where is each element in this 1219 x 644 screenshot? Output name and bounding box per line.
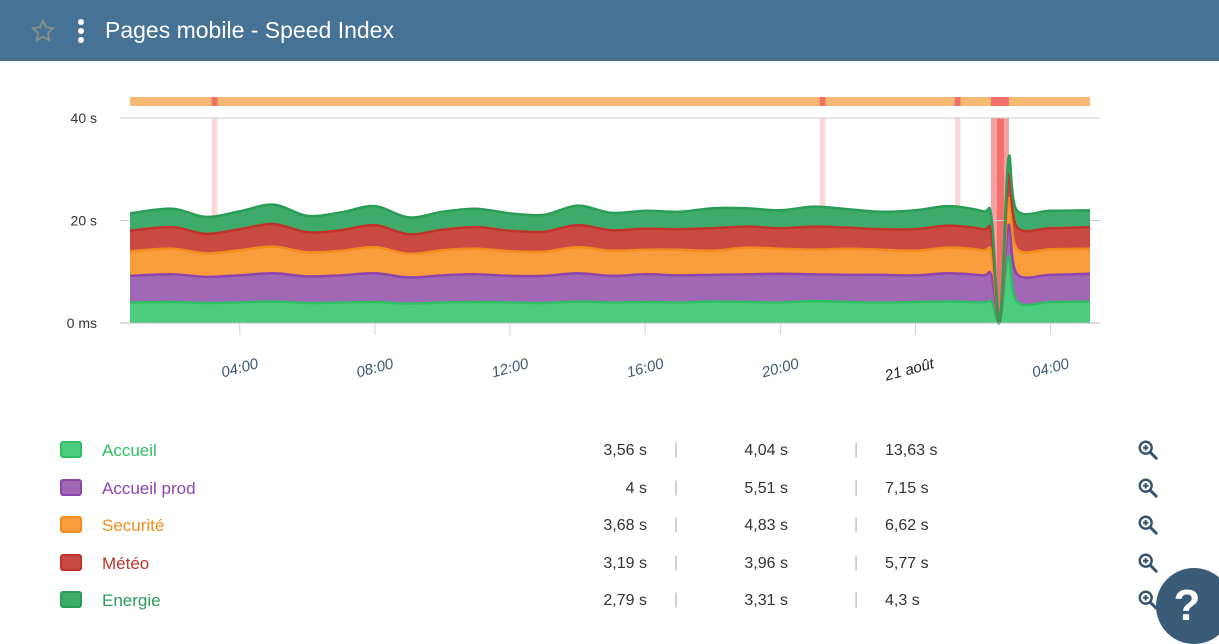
separator: | — [674, 591, 679, 608]
y-tick-label: 20 s — [71, 213, 97, 229]
stat-max: 6,62 s — [885, 517, 929, 534]
legend-row[interactable]: Securité 3,68 s | 4,83 s | 6,62 s — [0, 507, 1219, 545]
zoom-in-icon[interactable] — [1137, 552, 1159, 574]
x-tick-label: 12:00 — [490, 355, 531, 381]
x-tick-label: 04:00 — [219, 355, 260, 381]
zoom-in-icon[interactable] — [1137, 514, 1159, 536]
stat-min: 3,68 s — [603, 517, 647, 534]
alert-marker — [990, 97, 1009, 106]
separator: | — [674, 553, 679, 571]
zoom-in-icon[interactable] — [1137, 477, 1159, 499]
stat-avg: 4,04 s — [744, 442, 788, 459]
separator: | — [854, 516, 859, 533]
stat-max: 13,63 s — [885, 442, 938, 459]
header: Pages mobile - Speed Index — [0, 0, 1219, 61]
x-tick-label: 21 août — [882, 355, 937, 385]
stat-min: 3,19 s — [603, 554, 647, 572]
stat-avg: 3,31 s — [744, 592, 788, 609]
x-tick-label: 08:00 — [355, 355, 396, 381]
stat-min: 4 s — [625, 479, 647, 497]
separator: | — [854, 441, 859, 458]
help-button[interactable]: ? — [1156, 568, 1219, 644]
series-line — [129, 255, 1091, 325]
series-line — [129, 223, 1091, 324]
legend-swatch — [60, 516, 82, 533]
more-vertical-icon[interactable] — [76, 18, 86, 43]
legend-swatch — [60, 441, 82, 458]
stat-min: 3,56 s — [603, 442, 647, 459]
separator: | — [674, 441, 679, 458]
separator: | — [674, 516, 679, 533]
alert-marker — [211, 97, 218, 106]
zoom-in-icon[interactable] — [1137, 439, 1159, 461]
star-icon[interactable] — [30, 18, 56, 44]
x-tick-label: 16:00 — [625, 355, 666, 381]
y-tick-label: 40 s — [71, 110, 97, 126]
legend-swatch — [60, 591, 82, 608]
y-tick-label: 0 ms — [67, 315, 97, 331]
x-tick-label: 04:00 — [1030, 355, 1071, 381]
speed-index-chart: 0 ms 20 s 40 s 04:00 08:00 12:00 16:00 20:00 21 … — [67, 97, 1100, 385]
zoom-in-icon[interactable] — [1137, 589, 1159, 611]
x-tick-label: 20:00 — [759, 355, 801, 382]
alert-marker — [819, 97, 826, 106]
separator: | — [854, 591, 859, 608]
alert-marker — [954, 97, 961, 106]
stat-avg: 4,83 s — [744, 517, 788, 534]
legend-label[interactable]: Météo — [102, 553, 150, 573]
alert-bar — [130, 97, 1090, 106]
stat-max: 7,15 s — [885, 479, 929, 497]
separator: | — [674, 478, 679, 496]
legend-label[interactable]: Accueil — [102, 441, 157, 460]
stat-avg: 5,51 s — [744, 479, 788, 497]
legend-swatch — [60, 478, 82, 496]
stat-avg: 3,96 s — [744, 554, 788, 572]
separator: | — [854, 478, 859, 496]
separator: | — [854, 553, 859, 571]
legend-row[interactable]: Accueil 3,56 s | 4,04 s | 13,63 s — [0, 432, 1219, 470]
page-title: Pages mobile - Speed Index — [105, 17, 394, 43]
legend-row[interactable]: Accueil prod 4 s | 5,51 s | 7,15 s — [0, 470, 1219, 508]
area-accueil-prod — [130, 224, 1090, 323]
stat-max: 5,77 s — [885, 554, 929, 572]
stat-min: 2,79 s — [603, 592, 647, 609]
legend-label[interactable]: Energie — [102, 591, 161, 610]
legend-row[interactable]: Météo 3,19 s | 3,96 s | 5,77 s — [0, 545, 1219, 583]
legend-swatch — [60, 553, 82, 571]
series-line — [129, 154, 1091, 323]
area-accueil — [130, 256, 1090, 324]
legend-row[interactable]: Energie 2,79 s | 3,31 s | 4,3 s — [0, 582, 1219, 620]
stat-max: 4,3 s — [885, 592, 920, 609]
legend-label[interactable]: Securité — [102, 516, 165, 535]
legend-label[interactable]: Accueil prod — [102, 478, 196, 498]
